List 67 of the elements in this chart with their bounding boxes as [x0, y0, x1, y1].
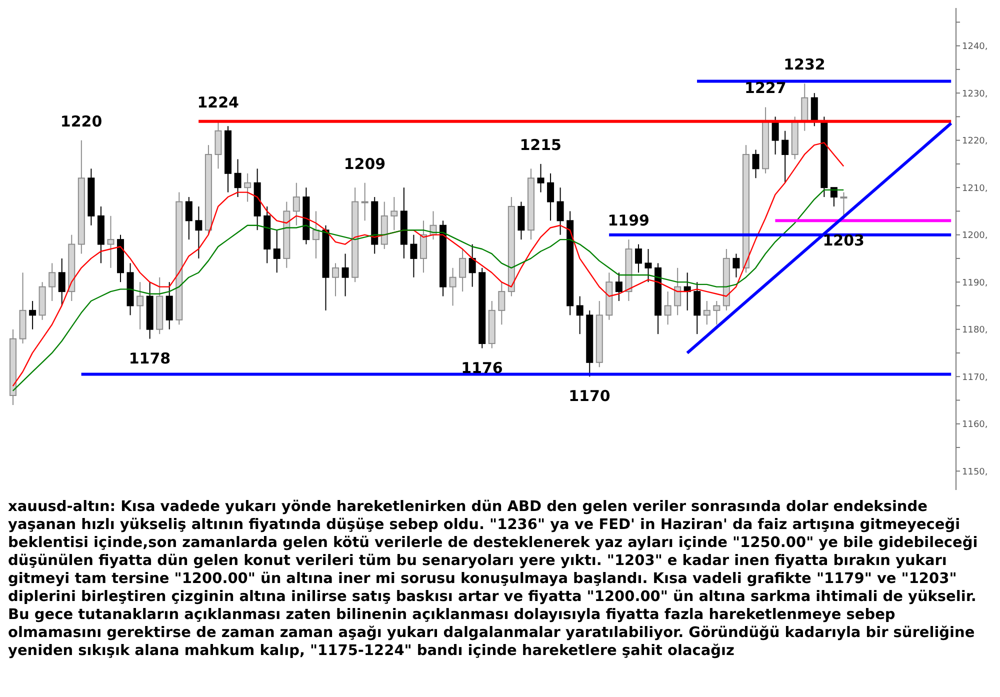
- text: 1203: [822, 231, 864, 250]
- candlestick: [576, 296, 584, 335]
- candlestick: [732, 253, 740, 278]
- candlestick: [556, 187, 564, 236]
- candlestick: [644, 248, 652, 283]
- text: 1227: [744, 79, 786, 98]
- candlestick: [664, 291, 672, 326]
- candlestick: [185, 196, 192, 240]
- candlestick: [537, 163, 544, 193]
- candlestick: [107, 215, 114, 268]
- text: xauusd-altın: Kısa vadede yukarı yönde hareketlenirken dün ABD den gelen veriler sonrasında dolar endeksinde yaşanan hızlı yükseliş altının fiyatında düşüşe sebep oldu. "1236" ya ve FED' in Haziran' da faiz artışına gitmeyeceği beklentisi içinde,son zamanlarda gelen kötü verilerle de desteklenerek yaz ayları içinde "1250.00" ye bile gidebileceği düşünülen fiyatta dün gelen konut verileri tüm bu senaryoları yere yıktı. "1203" e kadar inen fiyatta bırakın yukarı gitmeyi tam tersine "1200.00" ün altına iner mi sorusu konuşulmaya başlandı. Kısa vadeli grafikte "1179" ve "1203" diplerini birleştiren çizginin altına inilirse satış baskısı artar ve fiyatta "1200.00" ün altına sarkma ihtimali de yükselir. Bu gece tutanakların açıklanması zaten bilinenin açıklanması dolayısıyla fiyatta fazla hareketlenmeye sebep olmamasını gerektirse de zaman zaman aşağı yukarı dalgalanmalar yaratılabiliyor. Göründüğü kadarıyla bir süreliğine yeniden sıkışık alana mahkum kalıp, "1175-1224" bandı içinde hareketlere şahit olacağız: [8, 499, 978, 659]
- text: 1224: [197, 93, 239, 112]
- y-tick-label: 1180,: [962, 326, 988, 336]
- candlestick: [312, 210, 320, 259]
- y-tick-label: 1210,: [962, 184, 988, 194]
- candlestick: [292, 182, 300, 226]
- text: 1215: [520, 136, 562, 154]
- candlestick: [752, 149, 760, 179]
- candlestick: [342, 253, 349, 297]
- candlestick: [234, 158, 242, 198]
- candlestick: [244, 172, 252, 202]
- text: 1176: [461, 358, 503, 377]
- candlestick: [273, 230, 280, 274]
- candlestick: [634, 244, 642, 274]
- candlestick: [449, 267, 456, 306]
- y-tick-label: 1160,: [962, 420, 988, 430]
- candlestick: [703, 300, 710, 326]
- candlestick: [674, 267, 682, 316]
- candlestick: [782, 130, 789, 184]
- candlestick: [615, 272, 622, 302]
- candlestick: [830, 187, 838, 207]
- text: 1220: [60, 112, 102, 130]
- candlestick: [361, 182, 368, 222]
- candlestick: [772, 116, 779, 155]
- candlestick: [518, 201, 525, 240]
- candlestick: [332, 262, 340, 297]
- candlestick: [410, 234, 418, 278]
- text: 1232: [784, 56, 826, 74]
- text: 1209: [344, 154, 386, 173]
- y-tick-label: 1190,: [962, 278, 988, 288]
- y-tick-label: 1220,: [962, 136, 988, 147]
- candlestick: [468, 244, 476, 288]
- y-tick-label: 1230,: [962, 89, 988, 100]
- candlestick: [58, 258, 66, 306]
- candlestick: [390, 196, 398, 231]
- candlestick: [48, 262, 56, 302]
- candlestick: [166, 282, 173, 330]
- candlestick: [694, 282, 701, 335]
- candlestick: [547, 172, 554, 222]
- candlestick: [136, 282, 144, 330]
- y-tick-label: 1150,: [962, 467, 988, 478]
- candlestick: [420, 220, 427, 274]
- text: 1178: [128, 349, 171, 368]
- candlestick: [801, 83, 808, 132]
- y-tick-label: 1200,: [962, 231, 988, 242]
- candlestick: [498, 282, 506, 326]
- y-tick-label: 1170,: [962, 372, 988, 383]
- candlestick: [195, 206, 202, 259]
- candlestick: [459, 248, 466, 292]
- candlestick: [713, 300, 720, 326]
- candlestick: [29, 300, 36, 330]
- candlestick: [214, 120, 222, 170]
- text: 1170: [568, 387, 610, 406]
- candlestick: [810, 92, 818, 127]
- y-tick-label: 1240,: [962, 42, 988, 52]
- candlestick: [840, 192, 848, 222]
- text: 1199: [608, 212, 650, 230]
